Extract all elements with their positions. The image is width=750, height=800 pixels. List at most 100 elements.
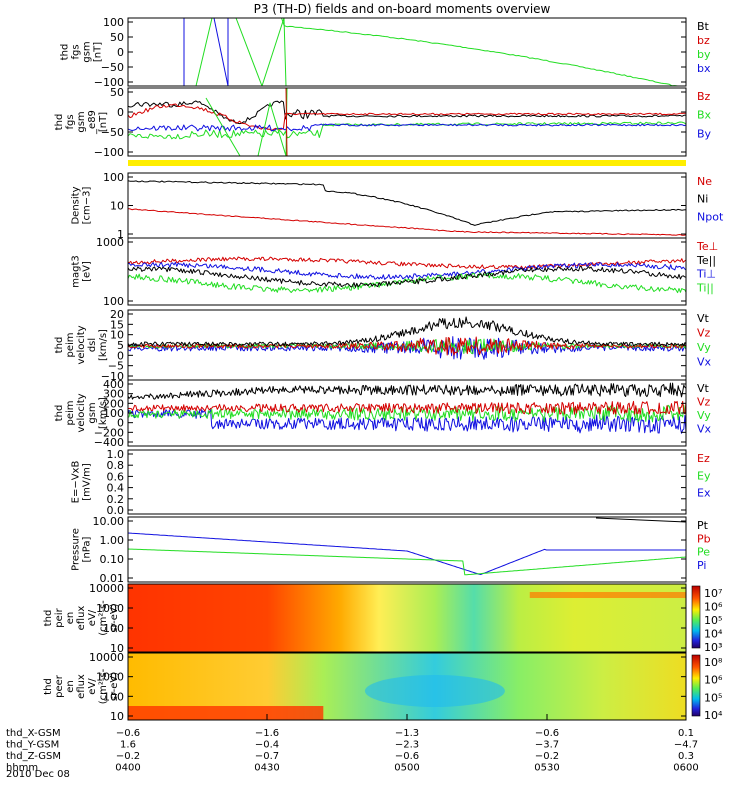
y-axis-label: [cm−3] [82,187,93,225]
plot-area [128,316,686,360]
x-tick-label: −0.7 [255,751,279,762]
legend-entry: Te|| [696,254,716,267]
y-tick-label: −100 [94,76,124,89]
y-axis-label: thd [43,610,54,627]
y-tick-label: 0 [117,106,124,119]
panel-frame [127,237,687,306]
y-tick-label: −50 [101,126,124,139]
y-axis-label: velocity [76,393,87,432]
legend-entry: Pb [697,532,711,545]
x-tick-label: −4.7 [674,740,698,751]
y-tick-label: 0.4 [107,482,125,495]
y-axis-label: en [65,680,76,693]
colorbar: 10⁸ 10⁶ 10⁵ 10⁴ [691,654,723,722]
line-vt [128,382,686,400]
legend-entry: Vt [697,382,710,395]
plot-area [128,88,686,156]
y-tick-label: 100 [103,622,124,635]
y-axis-label: [nT] [98,112,109,132]
line-ni [128,180,686,226]
y-axis-label: Density [71,186,82,224]
legend-entry: by [697,48,711,61]
colorbar-scale [691,654,701,717]
x-tick-label: 0430 [254,763,279,774]
chart-title: P3 (TH-D) fields and on-board moments ov… [254,2,551,16]
colorbar-scale [691,585,701,649]
y-tick-label: 1.00 [100,534,125,547]
y-axis-label: magt3 [71,255,82,288]
y-tick-label: 5 [117,339,124,352]
plot-area [128,517,686,576]
y-tick-label: 0 [117,417,124,430]
x-tick-label: −0.6 [116,728,140,739]
y-tick-label: 0.8 [107,459,125,472]
panel-frame [127,516,687,583]
y-tick-label: 10000 [89,651,124,664]
line-tepar [128,266,686,288]
legend-entry: Vz [697,396,711,409]
line-bx-spike [205,88,288,156]
x-axis-row-label: thd_Z-GSM [6,751,61,762]
y-tick-label: 10 [110,642,124,655]
legend-entry: Ti⊥ [696,268,716,281]
x-tick-label: −0.6 [395,751,419,762]
y-tick-label: 10.00 [93,515,125,528]
y-tick-label: 0.0 [107,504,125,517]
legend-entry: Vz [697,327,711,340]
y-axis-label: dsl [87,338,98,352]
panel-frame [127,583,687,653]
x-tick-label: −2.3 [395,740,419,751]
legend-entry: Ne [697,175,712,188]
line-bz-spike [285,88,288,156]
y-axis-label: thd [54,114,65,131]
legend-entry: Bx [697,109,712,122]
y-axis-label: peim [65,332,76,357]
y-tick-label: −50 [101,61,124,74]
y-tick-label: 0.10 [100,553,125,566]
y-tick-label: 10 [110,329,124,342]
y-tick-label: 20 [110,308,124,321]
line-bt [128,100,686,125]
y-tick-label: 400 [103,378,124,391]
legend-entry: Ti|| [696,281,714,294]
legend-entry: Te⊥ [696,240,718,253]
legend-entry: Vx [697,423,712,436]
y-axis-label: _e89 [87,110,98,135]
legend-entry: Ni [697,193,708,206]
x-tick-label: 0400 [115,763,140,774]
y-axis-label: peer [54,674,65,698]
y-axis-label: [nPa] [82,536,93,562]
band-high-energy [529,592,686,598]
y-axis-label: eflux [76,606,87,631]
y-tick-label: 100 [103,16,124,29]
legend-entry: By [697,127,712,140]
x-tick-label: −0.4 [255,740,279,751]
line-pt [595,517,686,523]
y-tick-label: −100 [94,146,124,159]
line-by-spike [195,18,287,86]
panel-frame [127,449,687,515]
colorbar-tick-label: 10⁴ [704,709,723,722]
x-tick-label: 1.6 [120,740,136,751]
y-tick-label: 100 [103,407,124,420]
x-axis-row-label: thd_X-GSM [6,728,61,739]
y-axis-label: thd [54,405,65,422]
line-tiperp [128,261,686,280]
band-low-energy [128,706,324,720]
y-tick-label: 100 [103,295,124,308]
line-by [128,123,686,132]
y-axis-label: en [65,612,76,625]
y-axis-label: [mV/m] [82,463,93,501]
legend-entry: Vx [697,356,712,369]
x-tick-label: −0.6 [535,728,559,739]
x-tick-label: −0.2 [116,751,140,762]
legend-entry: Pi [697,559,706,572]
y-axis-label: eV/ [87,609,98,626]
x-tick-label: −3.7 [535,740,559,751]
y-axis-label: fgs [71,44,82,59]
y-tick-label: 50 [110,86,124,99]
colorbar-tick-label: 10⁵ [704,691,722,704]
x-tick-label: 0500 [394,763,419,774]
y-axis-label: peir [54,607,65,627]
flag-bar [128,160,686,166]
